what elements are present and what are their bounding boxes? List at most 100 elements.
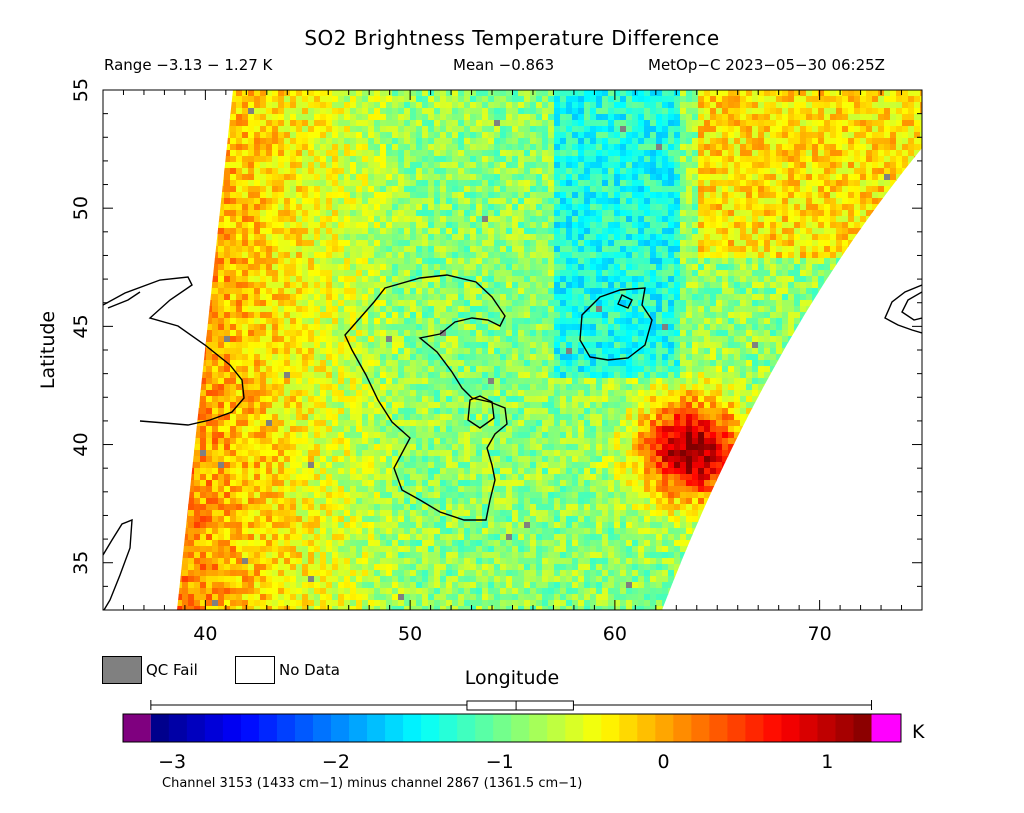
swath-cell [332, 312, 339, 319]
swath-cell [314, 192, 321, 199]
swath-cell [296, 288, 303, 295]
swath-cell [770, 240, 777, 247]
swath-cell [656, 186, 663, 193]
swath-cell [506, 132, 513, 139]
swath-cell [308, 258, 315, 265]
swath-cell [452, 180, 459, 187]
swath-cell [686, 222, 693, 229]
swath-cell [212, 144, 219, 151]
swath-cell [650, 168, 657, 175]
swath-cell [872, 108, 879, 115]
swath-cell [230, 114, 237, 121]
swath-cell [494, 102, 501, 109]
swath-cell [416, 312, 423, 319]
swath-cell [368, 276, 375, 283]
swath-cell [512, 270, 519, 277]
swath-cell [188, 270, 195, 277]
swath-cell [620, 246, 627, 253]
swath-cell [878, 264, 885, 271]
swath-cell [866, 318, 873, 325]
swath-cell [590, 90, 597, 97]
swath-cell [752, 96, 759, 103]
swath-cell [722, 186, 729, 193]
swath-cell [386, 192, 393, 199]
swath-cell [668, 138, 675, 145]
swath-cell [854, 114, 861, 121]
swath-cell [440, 174, 447, 181]
swath-cell [830, 144, 837, 151]
swath-cell [530, 228, 537, 235]
swath-cell [452, 156, 459, 163]
swath-cell [476, 126, 483, 133]
swath-cell [500, 186, 507, 193]
swath-cell [668, 180, 675, 187]
swath-cell [788, 222, 795, 229]
swath-cell [326, 270, 333, 277]
swath-cell [776, 132, 783, 139]
swath-cell [536, 126, 543, 133]
swath-cell [242, 276, 249, 283]
swath-cell [398, 132, 405, 139]
swath-cell [578, 312, 585, 319]
swath-cell [260, 180, 267, 187]
swath-cell [452, 168, 459, 175]
swath-cell [686, 264, 693, 271]
swath-cell [686, 246, 693, 253]
swath-cell [854, 198, 861, 205]
swath-cell [890, 240, 897, 247]
swath-cell [206, 252, 213, 259]
swath-cell [470, 252, 477, 259]
swath-cell [464, 114, 471, 121]
swath-cell [830, 120, 837, 127]
swath-cell [800, 180, 807, 187]
swath-cell [830, 264, 837, 271]
swath-cell [650, 270, 657, 277]
swath-cell [476, 102, 483, 109]
swath-cell [698, 132, 705, 139]
swath-cell [194, 264, 201, 271]
swath-cell [572, 186, 579, 193]
swath-cell [536, 204, 543, 211]
swath-cell [842, 138, 849, 145]
swath-cell [758, 240, 765, 247]
swath-cell [542, 222, 549, 229]
swath-cell [326, 96, 333, 103]
swath-cell [818, 294, 825, 301]
swath-cell [177, 312, 183, 319]
swath-cell [860, 318, 867, 325]
swath-cell [284, 294, 291, 301]
swath-cell [806, 216, 813, 223]
swath-cell [482, 216, 489, 223]
swath-cell [326, 120, 333, 127]
swath-cell [902, 108, 909, 115]
swath-cell [860, 198, 867, 205]
swath-cell [818, 192, 825, 199]
swath-cell [470, 306, 477, 313]
swath-cell [374, 312, 381, 319]
swath-cell [692, 312, 699, 319]
swath-cell [224, 210, 231, 217]
swath-cell [800, 252, 807, 259]
swath-cell [842, 282, 849, 289]
swath-cell [182, 228, 189, 235]
swath-cell [896, 282, 903, 289]
swath-cell [266, 234, 273, 241]
swath-cell [812, 114, 819, 121]
swath-cell [770, 138, 777, 145]
swath-cell [800, 204, 807, 211]
swath-cell [560, 150, 567, 157]
swath-cell [200, 228, 207, 235]
swath-cell [602, 186, 609, 193]
swath-cell [614, 300, 621, 307]
swath-cell [398, 114, 405, 121]
swath-cell [296, 132, 303, 139]
swath-cell [692, 138, 699, 145]
swath-cell [608, 96, 615, 103]
swath-cell [866, 180, 873, 187]
swath-cell [440, 186, 447, 193]
swath-cell [242, 240, 249, 247]
swath-cell [488, 156, 495, 163]
swath-cell [698, 198, 705, 205]
swath-cell [362, 204, 369, 211]
swath-cell [332, 252, 339, 259]
